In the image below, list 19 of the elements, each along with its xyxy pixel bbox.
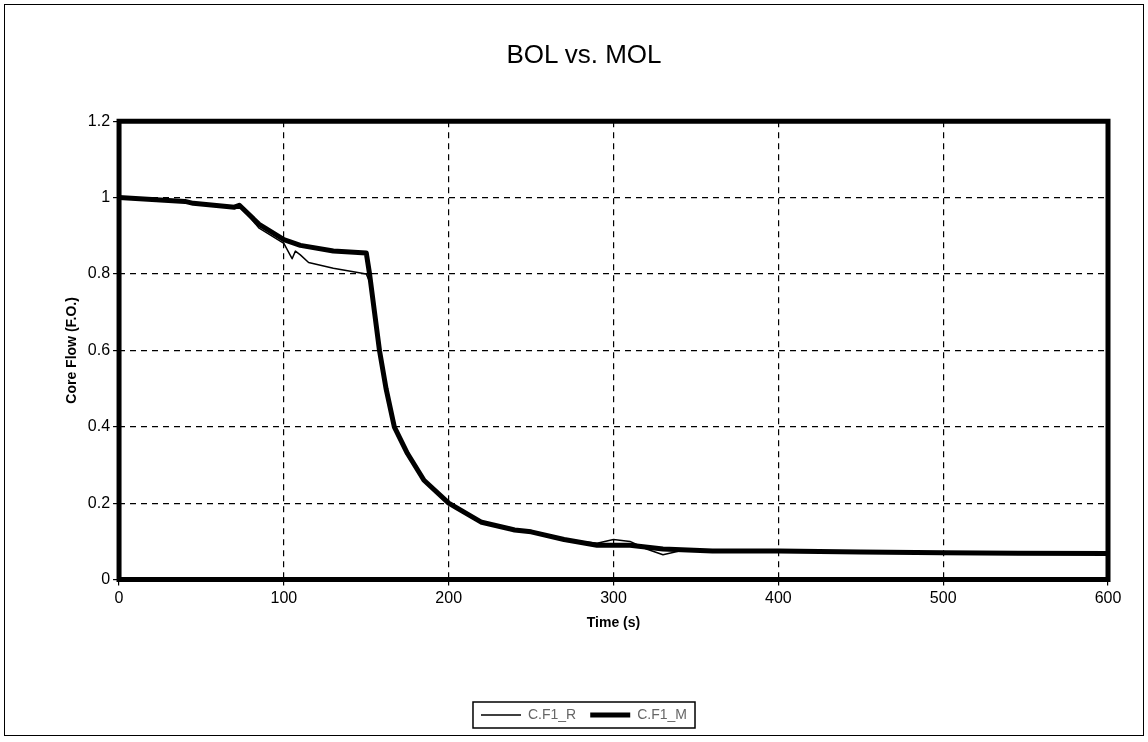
y-tick-label: 0.4 [87,417,111,435]
x-tick-label: 0 [114,588,124,606]
legend-label: C.F1_M [637,705,688,722]
legend-label: C.F1_R [527,705,577,722]
x-tick-label: 100 [270,588,298,606]
x-axis-title: Time (s) [586,614,641,631]
y-tick-label: 1 [101,188,111,206]
x-tick-label: 400 [765,588,792,606]
x-tick-label: 200 [435,588,463,606]
x-tick-label: 600 [1094,588,1122,606]
y-tick-label: 0 [101,570,111,588]
chart-title: BOL vs. MOL [506,38,662,69]
y-tick-label: 0.8 [87,264,111,282]
x-tick-label: 500 [929,588,957,606]
y-tick-label: 0.2 [87,493,111,511]
y-axis-title: Core Flow (F.O.) [63,297,80,404]
x-tick-label: 300 [600,588,627,606]
y-tick-label: 1.2 [87,111,111,129]
y-tick-label: 0.6 [87,340,111,358]
